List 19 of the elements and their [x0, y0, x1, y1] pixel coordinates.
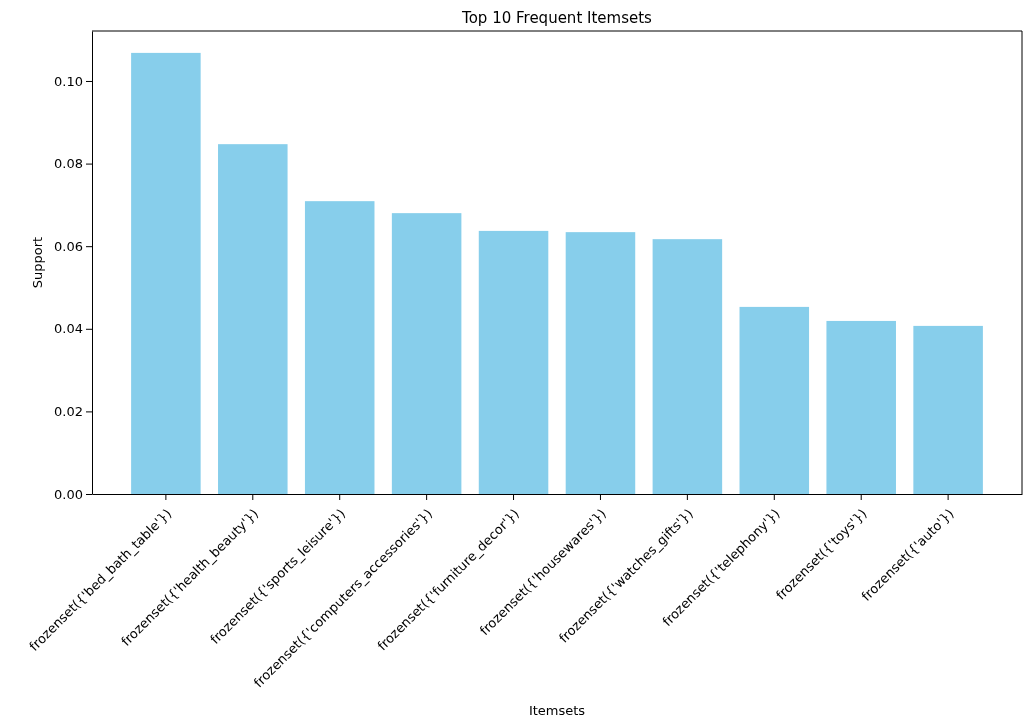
y-tick-label: 0.00	[54, 486, 83, 502]
bar	[913, 325, 983, 494]
y-tick-label: 0.10	[54, 73, 83, 89]
y-tick-label: 0.04	[54, 321, 83, 337]
bar	[218, 144, 288, 494]
bar	[131, 52, 201, 494]
bar	[478, 230, 549, 494]
bar	[391, 213, 462, 494]
y-tick-label: 0.02	[54, 404, 83, 420]
y-tick-label: 0.08	[54, 156, 83, 172]
bar	[826, 320, 896, 494]
bar	[565, 232, 636, 494]
y-axis-title: Support	[30, 236, 45, 289]
x-axis-title: Itemsets	[528, 703, 586, 718]
bar	[304, 201, 375, 494]
bar	[652, 239, 723, 494]
bar	[739, 306, 810, 494]
y-tick-label: 0.06	[54, 238, 83, 254]
chart-title: Top 10 Frequent Itemsets	[461, 9, 653, 27]
